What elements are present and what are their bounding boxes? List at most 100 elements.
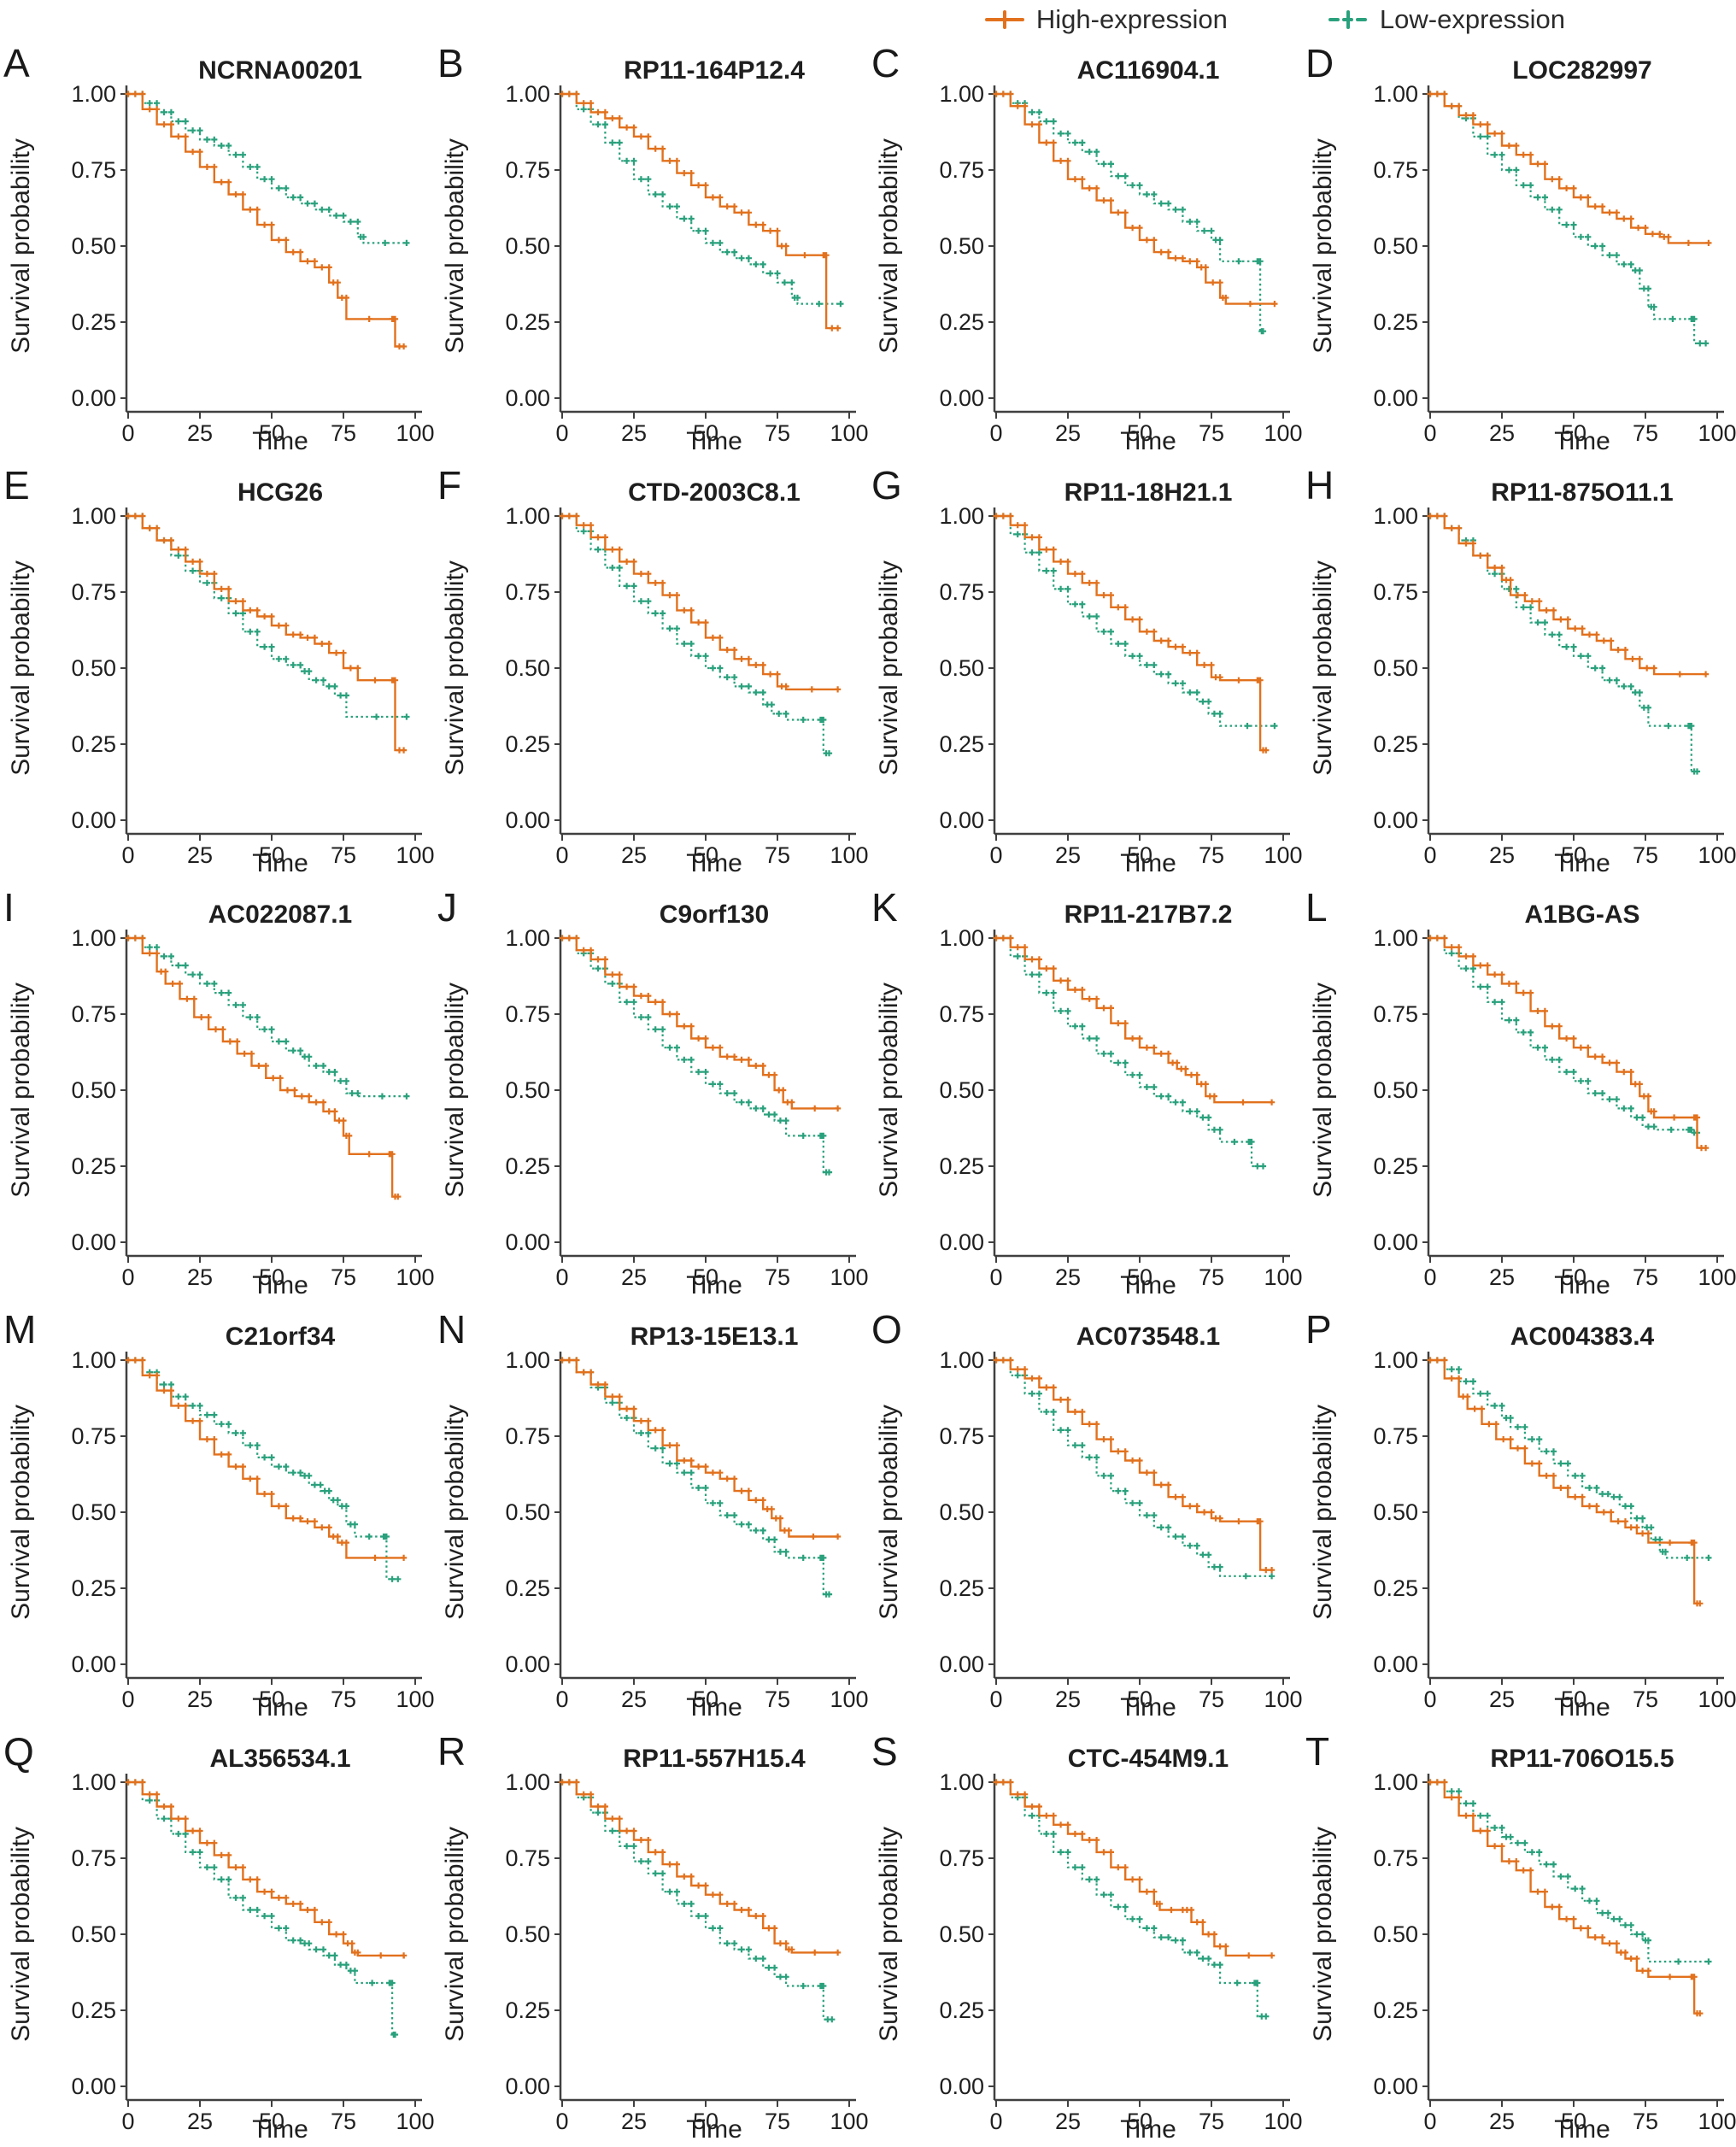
y-tick-label: 0.25 xyxy=(505,1575,550,1601)
high-expression-curve xyxy=(128,936,398,1198)
x-tick-label: 75 xyxy=(331,1264,356,1290)
low-expression-curve xyxy=(128,92,407,244)
x-tick-label: 100 xyxy=(1698,1264,1736,1290)
y-axis-title: Survival probability xyxy=(1309,1405,1337,1620)
low-expression-curve xyxy=(1430,514,1698,773)
high-expression-censor-marks xyxy=(993,1779,1276,1959)
panel-letter: S xyxy=(871,1729,898,1774)
panel-letter: I xyxy=(3,885,15,930)
panel-O: O AC073548.1 0.00 0.25 0.50 0.75 1.00 0 25 50 75 10… xyxy=(868,1297,1302,1719)
x-tick-label: 75 xyxy=(331,420,356,446)
panel-N: N RP13-15E13.1 0.00 0.25 0.50 0.75 1.00 0 25 50 75… xyxy=(434,1297,868,1719)
y-tick-label: 0.25 xyxy=(505,731,550,757)
low-expression-curve xyxy=(1430,1780,1709,1963)
x-tick-label: 25 xyxy=(621,2109,647,2134)
km-plot: B RP11-164P12.4 0.00 0.25 0.50 0.75 1.00 0 25 50 7… xyxy=(437,41,868,453)
low-expression-censor-marks xyxy=(1427,1357,1712,1561)
y-tick-label: 0.25 xyxy=(1373,1153,1418,1179)
y-axis-title: Survival probability xyxy=(875,138,903,354)
y-tick-label: 0.25 xyxy=(505,1997,550,2023)
y-tick-label: 0.75 xyxy=(71,579,116,605)
low-expression-curve xyxy=(562,936,830,1174)
panel-title: AC116904.1 xyxy=(1077,56,1220,85)
y-tick-label: 0.25 xyxy=(1373,1997,1418,2023)
high-expression-censor-marks xyxy=(125,1779,408,1959)
low-expression-censor-marks xyxy=(559,513,833,757)
high-expression-curve xyxy=(562,92,838,330)
panel-P: P AC004383.4 0.00 0.25 0.50 0.75 1.00 0 25 50 75 10… xyxy=(1302,1297,1736,1719)
y-tick-label: 0.25 xyxy=(1373,1575,1418,1601)
y-tick-label: 0.50 xyxy=(505,233,550,259)
survival-panels-grid: A NCRNA00201 0.00 0.25 0.50 0.75 1.00 0 25 50 75 10… xyxy=(0,31,1736,2141)
x-tick-label: 100 xyxy=(396,842,434,868)
y-tick-label: 1.00 xyxy=(939,1769,984,1795)
y-tick-label: 0.00 xyxy=(71,1651,116,1677)
panel-E: E HCG26 0.00 0.25 0.50 0.75 1.00 0 25 50 75 100 Surv… xyxy=(0,453,434,875)
x-tick-label: 50 xyxy=(1561,1687,1586,1712)
y-tick-label: 0.25 xyxy=(939,1997,984,2023)
x-tick-label: 25 xyxy=(1489,842,1515,868)
y-tick-label: 0.50 xyxy=(1373,233,1418,259)
x-tick-label: 100 xyxy=(396,1264,434,1290)
low-expression-censor-marks xyxy=(993,935,1267,1170)
panel-D: D LOC282997 0.00 0.25 0.50 0.75 1.00 0 25 50 75 100… xyxy=(1302,31,1736,453)
low-expression-censor-marks xyxy=(559,1357,833,1598)
y-axis-title: Survival probability xyxy=(875,1827,903,2042)
x-tick-label: 100 xyxy=(830,842,868,868)
y-tick-label: 0.75 xyxy=(505,1001,550,1027)
y-axis-title: Survival probability xyxy=(875,1405,903,1620)
x-tick-label: 50 xyxy=(259,420,284,446)
x-tick-label: 0 xyxy=(1423,1687,1436,1712)
y-tick-label: 0.75 xyxy=(939,157,984,183)
km-plot: Q AL356534.1 0.00 0.25 0.50 0.75 1.00 0 25 50 75 10… xyxy=(3,1729,434,2141)
high-expression-curve xyxy=(128,1780,405,1959)
km-plot: N RP13-15E13.1 0.00 0.25 0.50 0.75 1.00 0 25 50 75… xyxy=(437,1307,868,1719)
km-plot: L A1BG-AS 0.00 0.25 0.50 0.75 1.00 0 25 50 75 100 Su… xyxy=(1305,885,1736,1297)
km-plot: P AC004383.4 0.00 0.25 0.50 0.75 1.00 0 25 50 75 10… xyxy=(1305,1307,1736,1719)
y-tick-label: 0.50 xyxy=(71,1499,116,1525)
y-axis-title: Survival probability xyxy=(7,560,35,776)
high-expression-censor-mark-icon xyxy=(984,10,1024,29)
y-tick-label: 0.00 xyxy=(71,1229,116,1255)
y-tick-label: 0.50 xyxy=(71,233,116,259)
x-axis-title: Time xyxy=(252,849,308,875)
x-tick-label: 0 xyxy=(1423,2109,1436,2134)
y-tick-label: 0.75 xyxy=(505,1423,550,1449)
panel-K: K RP11-217B7.2 0.00 0.25 0.50 0.75 1.00 0 25 50 75… xyxy=(868,875,1302,1297)
y-tick-label: 0.25 xyxy=(71,1153,116,1179)
x-axis-title: Time xyxy=(252,1693,308,1719)
panel-letter: R xyxy=(437,1729,466,1774)
panel-title: LOC282997 xyxy=(1512,56,1651,85)
y-tick-label: 1.00 xyxy=(939,503,984,529)
x-tick-label: 0 xyxy=(989,1687,1002,1712)
x-tick-label: 0 xyxy=(555,842,568,868)
x-tick-label: 0 xyxy=(121,842,134,868)
km-plot: I AC022087.1 0.00 0.25 0.50 0.75 1.00 0 25 50 75 10… xyxy=(3,885,434,1297)
y-tick-label: 0.50 xyxy=(1373,655,1418,681)
x-tick-label: 25 xyxy=(187,420,213,446)
y-tick-label: 0.50 xyxy=(939,1077,984,1103)
high-expression-censor-marks xyxy=(993,1357,1276,1574)
panel-R: R RP11-557H15.4 0.00 0.25 0.50 0.75 1.00 0 25 50 7… xyxy=(434,1719,868,2141)
y-tick-label: 0.75 xyxy=(71,1001,116,1027)
high-expression-censor-marks xyxy=(125,935,402,1200)
y-tick-label: 0.00 xyxy=(1373,2074,1418,2099)
panel-J: J C9orf130 0.00 0.25 0.50 0.75 1.00 0 25 50 75 100 S… xyxy=(434,875,868,1297)
x-tick-label: 25 xyxy=(1489,1687,1515,1712)
y-tick-label: 0.75 xyxy=(1373,1845,1418,1871)
x-axis-title: Time xyxy=(686,2115,742,2141)
high-expression-curve xyxy=(1430,936,1706,1149)
panel-letter: E xyxy=(3,463,30,507)
x-tick-label: 50 xyxy=(1127,420,1152,446)
high-expression-censor-marks xyxy=(993,935,1276,1106)
x-tick-label: 100 xyxy=(1264,420,1302,446)
x-tick-label: 100 xyxy=(1698,1687,1736,1712)
x-tick-label: 50 xyxy=(1127,842,1152,868)
y-tick-label: 0.75 xyxy=(71,1423,116,1449)
y-tick-label: 0.75 xyxy=(1373,1423,1418,1449)
km-plot: J C9orf130 0.00 0.25 0.50 0.75 1.00 0 25 50 75 100 S… xyxy=(437,885,868,1297)
x-axis-title: Time xyxy=(1120,1271,1176,1297)
x-tick-label: 25 xyxy=(1055,1687,1081,1712)
x-tick-label: 50 xyxy=(693,842,718,868)
x-tick-label: 75 xyxy=(1633,1687,1658,1712)
